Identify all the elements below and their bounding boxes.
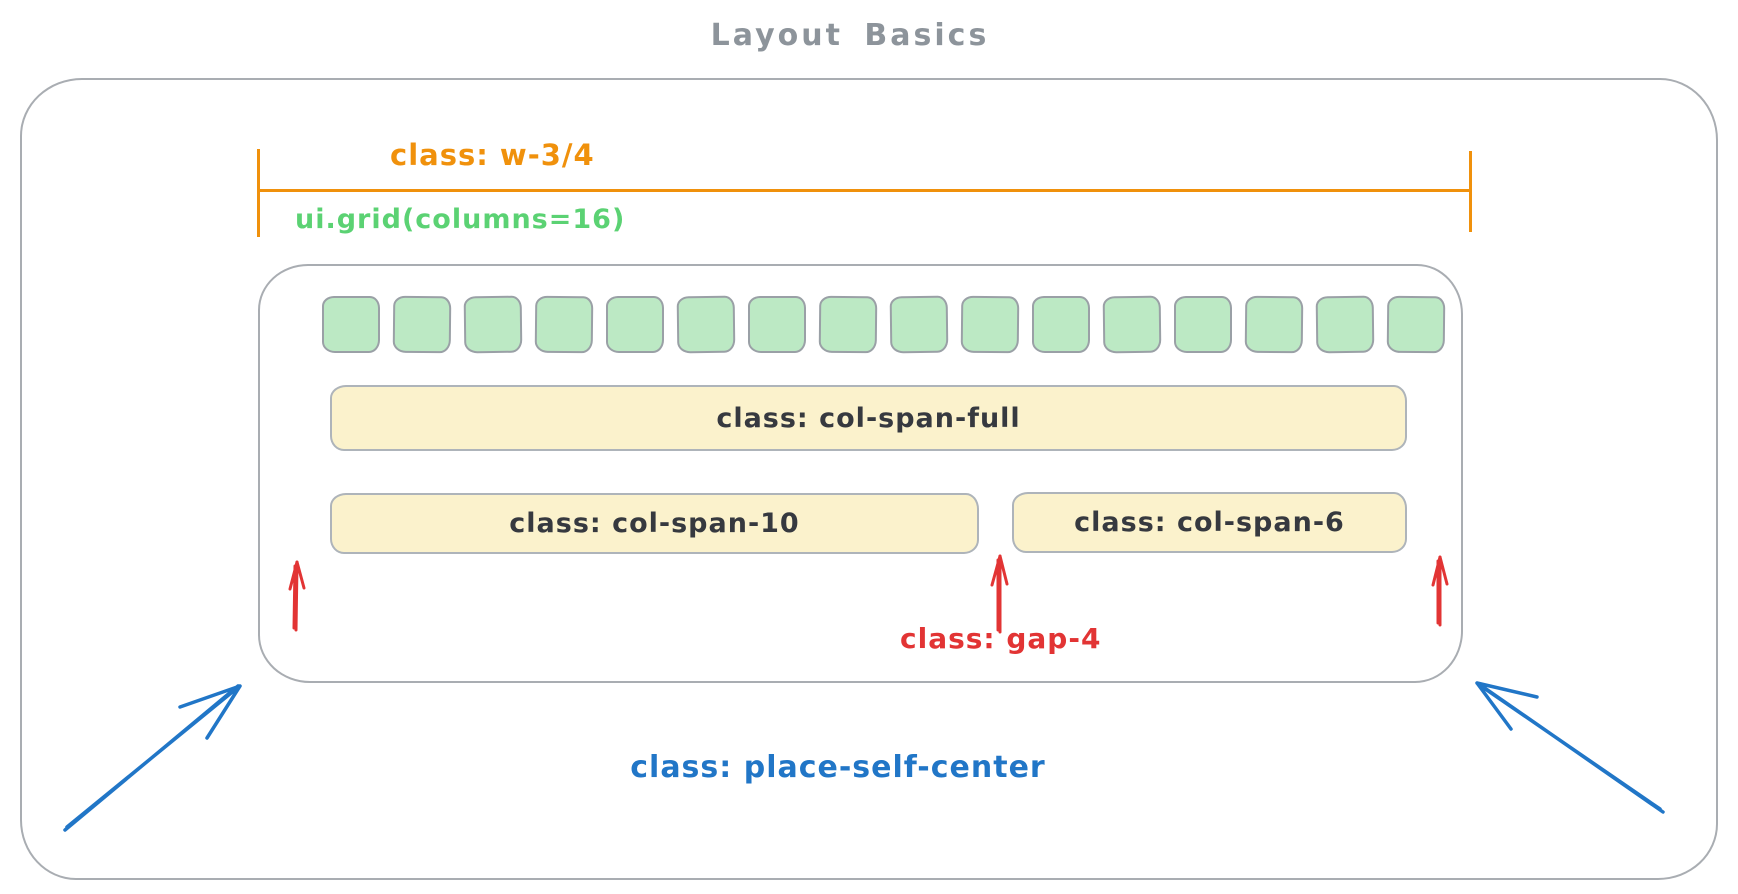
grid-cell — [463, 295, 523, 354]
col-span-full-label: class: col-span-full — [716, 402, 1021, 434]
grid-cell — [392, 295, 452, 354]
place-self-class-label: class: place-self-center — [630, 750, 1046, 785]
grid-cell — [322, 296, 380, 353]
col-span-10-label: class: col-span-10 — [509, 508, 800, 539]
width-class-label: class: w-3/4 — [390, 138, 595, 172]
width-ruler-tick-left — [257, 149, 260, 237]
col-span-10-bar: class: col-span-10 — [330, 493, 979, 554]
grid-cell — [606, 296, 664, 353]
grid-cell — [1032, 296, 1090, 353]
col-span-6-bar: class: col-span-6 — [1012, 492, 1407, 553]
grid-cell — [676, 295, 736, 354]
grid-cell — [534, 295, 594, 354]
diagram-title: Layout Basics — [710, 18, 990, 53]
grid-cell — [748, 296, 806, 353]
width-ruler-line — [259, 189, 1472, 192]
grid-call-label: ui.grid(columns=16) — [295, 204, 626, 235]
grid-cells-row — [322, 295, 1446, 354]
width-ruler-tick-right — [1469, 151, 1472, 232]
grid-cell — [1174, 296, 1232, 353]
grid-cell — [1315, 295, 1375, 354]
col-span-full-bar: class: col-span-full — [330, 385, 1407, 451]
grid-cell — [960, 295, 1020, 354]
grid-container-box — [258, 264, 1463, 683]
grid-cell — [1244, 295, 1304, 354]
gap-class-label: class: gap-4 — [900, 622, 1102, 655]
page-container-box — [20, 78, 1718, 880]
grid-cell — [818, 295, 878, 354]
col-span-6-label: class: col-span-6 — [1074, 507, 1345, 538]
grid-cell — [889, 295, 949, 354]
grid-cell — [1386, 295, 1446, 354]
grid-cell — [1102, 295, 1162, 354]
